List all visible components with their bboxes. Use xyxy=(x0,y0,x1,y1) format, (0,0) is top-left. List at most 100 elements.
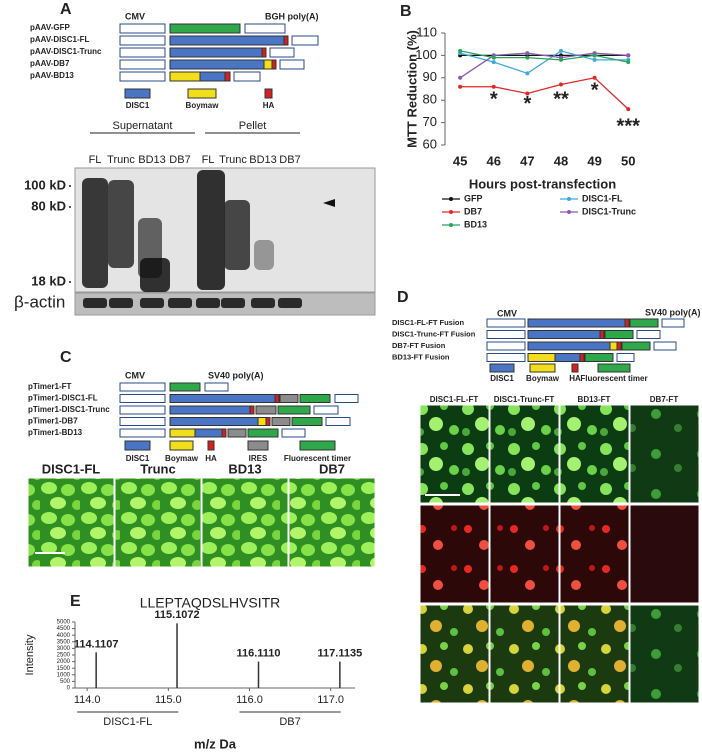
y-tick-label: 4500 xyxy=(57,626,71,632)
data-point xyxy=(458,84,463,89)
legend-label: BD13 xyxy=(464,219,487,229)
micrograph xyxy=(419,604,490,704)
construct-segment xyxy=(527,353,556,362)
lane-label: DB7 xyxy=(169,154,190,166)
construct-segment xyxy=(169,405,251,415)
data-point xyxy=(558,82,563,87)
peak-label: 114.1107 xyxy=(74,638,119,650)
image-title: DB7-FT xyxy=(650,395,679,404)
legend-swatch xyxy=(529,363,556,373)
bar xyxy=(339,661,341,688)
x-tick-label: 49 xyxy=(587,153,601,168)
group-label: DISC1-FL xyxy=(103,716,152,728)
construct-segment xyxy=(119,417,166,426)
construct-segment xyxy=(247,428,279,438)
significance-mark: *** xyxy=(617,115,641,137)
y-tick-label: 2000 xyxy=(57,659,71,665)
legend-marker xyxy=(449,223,453,227)
data-point xyxy=(525,51,530,56)
peak-label: 117.1135 xyxy=(318,648,363,660)
y-tick-label: 0 xyxy=(67,686,71,692)
legend-swatch xyxy=(124,440,151,451)
construct-segment xyxy=(119,47,166,58)
group-label: Supernatant xyxy=(113,120,173,132)
x-tick-label: 117.0 xyxy=(317,694,344,706)
y-tick-label: 80 xyxy=(423,92,437,107)
construct-segment xyxy=(257,417,267,426)
loading-band xyxy=(251,298,275,308)
micrograph xyxy=(629,504,700,604)
construct-segment xyxy=(271,417,291,426)
label: SV40 poly(A) xyxy=(645,307,701,317)
micrograph xyxy=(489,504,560,604)
construct-segment xyxy=(274,394,280,403)
construct-label: pAAV-BD13 xyxy=(30,71,74,80)
label: BGH poly(A) xyxy=(265,11,319,21)
construct-segment xyxy=(629,318,659,328)
legend-marker xyxy=(449,197,453,201)
legend-marker xyxy=(449,210,453,214)
construct-segment xyxy=(554,353,581,362)
blot-smear xyxy=(82,178,108,288)
legend-label: DISC1-Trunc xyxy=(582,206,636,216)
label: SV40 poly(A) xyxy=(208,370,264,380)
legend-label: DB7 xyxy=(464,206,482,216)
legend-swatch xyxy=(571,363,579,373)
x-tick-label: 45 xyxy=(453,153,467,168)
image-title: DISC1-Trunc-FT xyxy=(494,395,555,404)
data-point xyxy=(558,48,563,53)
construct-segment xyxy=(255,405,277,415)
construct-segment xyxy=(291,417,323,426)
construct-segment xyxy=(119,428,166,438)
data-point xyxy=(626,60,631,65)
data-point xyxy=(558,57,563,62)
data-point xyxy=(491,60,496,65)
marker-dot xyxy=(69,206,71,208)
y-tick-label: 5000 xyxy=(57,620,71,626)
y-tick-label: 1500 xyxy=(57,666,71,672)
data-point xyxy=(592,57,597,62)
construct-segment xyxy=(169,47,263,58)
x-tick-label: 50 xyxy=(621,153,635,168)
y-tick-label: 90 xyxy=(423,69,437,84)
loading-band xyxy=(168,298,192,308)
loading-band xyxy=(221,298,245,308)
micrograph xyxy=(559,404,630,504)
construct-segment xyxy=(261,47,267,58)
micrograph xyxy=(419,504,490,604)
construct-segment xyxy=(579,353,585,362)
peak-label: 115.1072 xyxy=(154,609,199,621)
marker-dot xyxy=(69,185,71,187)
data-point xyxy=(491,55,496,60)
bar xyxy=(257,661,260,688)
construct-segment xyxy=(119,394,166,403)
micrograph xyxy=(419,404,490,504)
panel-label: C xyxy=(60,349,72,366)
construct-segment xyxy=(486,341,526,351)
legend-label: Boymaw xyxy=(165,454,199,463)
y-tick-label: 3500 xyxy=(57,639,71,645)
data-point xyxy=(525,71,530,76)
blot-smear xyxy=(197,170,225,290)
construct-segment xyxy=(325,417,351,426)
construct-label: pAAV-DISC1-FL xyxy=(30,35,90,44)
construct-label: DB7-FT Fusion xyxy=(392,341,446,350)
image-title: DISC1-FL xyxy=(42,461,101,476)
construct-segment xyxy=(263,59,273,70)
legend-label: DISC1-FL xyxy=(582,193,623,203)
peak-label: 116.1110 xyxy=(236,648,280,660)
legend-label: Fluorescent timer xyxy=(580,374,647,383)
legend-label: Fluorescent timer xyxy=(284,454,351,463)
loading-label: β-actin xyxy=(14,292,65,311)
x-axis-title: Hours post-transfection xyxy=(469,176,616,191)
blot-smear xyxy=(254,240,274,270)
construct-segment xyxy=(227,428,247,438)
legend-swatch xyxy=(169,440,194,451)
y-tick-label: 3000 xyxy=(57,646,71,652)
lane-label: Trunc xyxy=(219,154,247,166)
panel-label: B xyxy=(400,3,412,20)
micrograph xyxy=(629,404,700,504)
legend-label: HA xyxy=(569,374,581,383)
y-tick-label: 1000 xyxy=(57,672,71,678)
construct-label: pTimer1-BD13 xyxy=(28,428,83,437)
